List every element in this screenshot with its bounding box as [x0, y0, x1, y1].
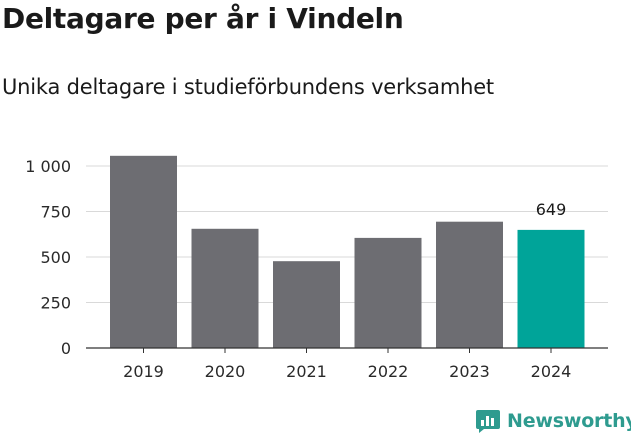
x-tick-label: 2020	[205, 362, 246, 381]
bar-2022	[354, 237, 422, 348]
bar-chart: 0 250 500 750 1 000 2019 2020 2021 2022 2023 2024 6…	[25, 155, 608, 381]
y-tick-label: 250	[40, 294, 71, 313]
x-tick-label: 2021	[286, 362, 327, 381]
x-tick-label: 2023	[449, 362, 490, 381]
y-tick-label: 0	[61, 339, 71, 358]
bar-2021	[273, 261, 340, 348]
newsworthy-logo-icon	[476, 410, 500, 433]
x-tick-label: 2022	[368, 362, 409, 381]
x-tick-label: 2019	[123, 362, 164, 381]
data-label: 649	[536, 200, 567, 219]
chart-title: Deltagare per år i Vindeln	[2, 2, 404, 35]
y-tick-label: 500	[40, 248, 71, 267]
bar-2020	[191, 228, 259, 348]
newsworthy-logo: Newsworthy	[475, 408, 631, 434]
y-tick-label: 1 000	[25, 157, 71, 176]
newsworthy-logo-text: Newsworthy	[507, 410, 631, 432]
bar-2024	[517, 229, 585, 348]
x-tick-label: 2024	[531, 362, 572, 381]
bar-2023	[436, 221, 503, 348]
chart-subtitle: Unika deltagare i studieförbundens verks…	[2, 75, 494, 99]
bar-2019	[110, 155, 177, 348]
y-tick-label: 750	[40, 203, 71, 222]
